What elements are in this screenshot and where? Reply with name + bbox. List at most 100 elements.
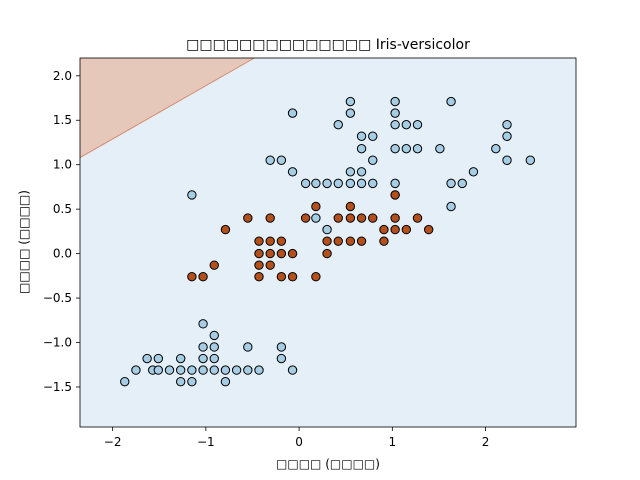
series-0-point-38 [322,224,332,235]
x-tick-label-1: −1 [197,435,215,449]
series-0-point-49 [368,178,378,189]
series-1-point-27 [345,236,356,246]
series-0-point-48 [356,131,367,141]
y-axis-label: □□□□ (□□□□) [17,190,31,294]
series-0-point-0 [120,376,130,387]
series-1-point-8 [254,272,264,282]
series-0-point-33 [287,108,298,118]
series-0-point-9 [175,353,186,364]
plot-area [79,57,576,427]
series-0-point-35 [311,178,321,189]
series-1-point-24 [333,236,343,246]
series-0-point-54 [390,143,400,154]
series-0-point-27 [276,342,287,352]
series-0-point-37 [322,178,332,189]
series-0-point-31 [276,155,287,165]
series-0-point-32 [287,167,298,177]
series-0-point-26 [276,353,287,364]
series-0-point-4 [153,353,164,364]
series-0-point-7 [175,376,186,387]
y-tick-label-6: 1.5 [53,113,72,127]
y-tick-label-2: −0.5 [43,291,72,305]
series-0-point-11 [187,365,197,375]
series-0-point-29 [187,190,197,200]
series-1-point-34 [390,213,400,223]
series-0-point-22 [231,365,242,375]
series-0-point-36 [311,213,321,223]
series-1-point-30 [368,213,378,223]
series-0-point-61 [412,119,423,130]
series-0-point-62 [435,143,445,154]
series-0-point-70 [502,131,512,141]
series-0-point-6 [164,365,175,375]
series-0-point-44 [345,96,356,107]
series-0-point-14 [198,342,208,352]
series-0-point-50 [368,155,378,165]
series-1-point-38 [423,224,434,235]
series-0-point-40 [333,119,343,130]
series-0-point-64 [446,178,456,189]
series-1-point-5 [254,236,264,246]
series-0-point-12 [198,365,208,375]
series-1-point-1 [198,272,208,282]
series-0-point-41 [345,178,356,189]
series-0-point-66 [457,178,467,189]
series-1-point-18 [300,213,311,223]
series-0-point-17 [209,353,219,364]
series-0-point-10 [187,376,197,387]
series-0-point-25 [254,365,264,375]
series-1-point-25 [345,201,356,212]
series-0-point-60 [412,143,423,154]
y-tick-label-5: 1.0 [53,158,72,172]
series-1-point-13 [276,236,287,246]
series-1-point-12 [265,248,275,259]
x-axis-label: □□□□ (□□□□) [276,457,380,471]
series-0-point-2 [142,353,152,364]
series-0-point-65 [446,96,456,107]
y-axis-ticks: −1.5 −1.0 −0.5 0.0 0.5 1.0 1.5 2.0 [43,69,80,394]
series-0-point-72 [525,155,536,165]
series-1-point-33 [390,190,400,200]
chart-title: □□□□□□□□□□□□□□ Iris-versicolor [186,37,470,53]
series-0-point-68 [491,143,501,154]
series-1-point-29 [356,236,367,246]
series-0-point-45 [356,178,367,189]
series-1-point-16 [287,248,298,259]
series-1-point-32 [379,236,389,246]
series-0-point-71 [502,119,512,130]
axes-frame [79,57,577,428]
series-0-point-57 [390,96,400,107]
data-points [120,96,536,387]
series-1-point-17 [287,272,298,282]
series-0-point-39 [333,178,343,189]
series-1-point-11 [265,260,275,270]
series-0-point-58 [401,143,412,154]
series-0-point-16 [209,365,219,375]
series-1-point-6 [254,248,264,259]
series-0-point-42 [345,167,356,177]
series-1-point-3 [220,224,231,235]
x-tick-label-3: 1 [389,435,397,449]
series-0-point-55 [390,119,400,130]
series-1-point-10 [265,236,275,246]
series-1-point-4 [243,213,253,223]
series-1-point-22 [322,248,332,259]
x-tick-label-2: 0 [295,435,303,449]
series-1-point-9 [265,213,275,223]
series-1-point-0 [187,272,197,282]
y-tick-label-4: 0.5 [53,202,72,216]
series-0-point-1 [131,365,141,375]
series-1-point-7 [254,260,264,270]
series-1-point-26 [345,213,356,223]
series-0-point-5 [153,365,164,375]
series-1-point-2 [209,260,219,270]
x-axis-ticks: −2 −1 0 1 2 [104,427,489,449]
series-0-point-30 [265,155,275,165]
series-1-point-19 [311,201,321,212]
series-0-point-69 [502,155,512,165]
series-0-point-18 [209,342,219,352]
series-1-point-28 [356,213,367,223]
series-0-point-13 [198,353,208,364]
series-0-point-24 [243,342,253,352]
